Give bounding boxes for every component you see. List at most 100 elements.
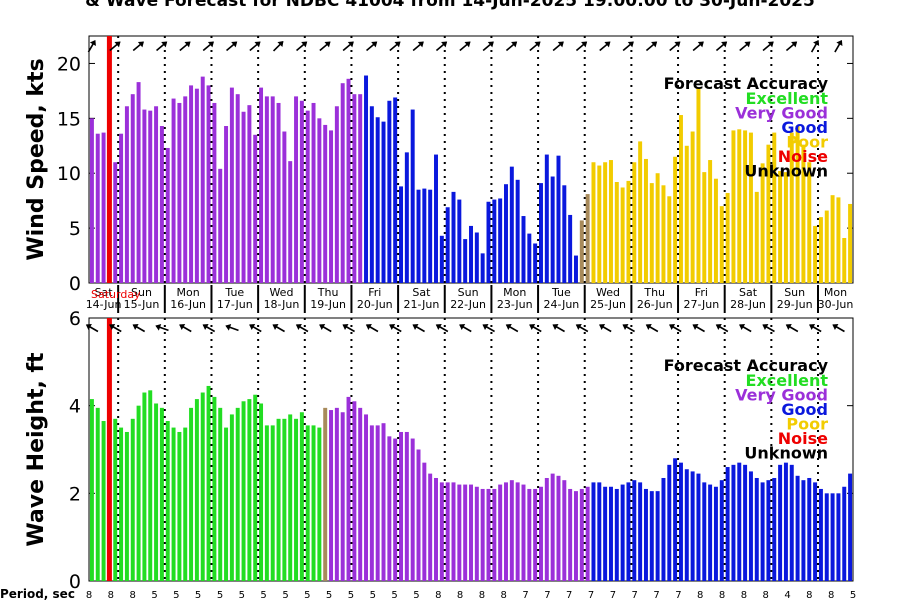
- bar: [329, 130, 334, 283]
- bar: [643, 488, 648, 581]
- bar: [165, 421, 170, 581]
- bar: [229, 414, 234, 581]
- legend-item: Noise: [778, 429, 828, 448]
- bar: [148, 390, 153, 581]
- period-value: 7: [522, 590, 528, 600]
- direction-arrow: [389, 41, 401, 52]
- bar: [801, 480, 806, 581]
- period-value: 7: [653, 590, 659, 600]
- bar: [667, 196, 672, 283]
- arrow-head: [627, 41, 634, 48]
- bar: [696, 87, 701, 283]
- direction-arrow: [762, 323, 775, 333]
- bar: [404, 431, 409, 581]
- bar: [509, 166, 514, 283]
- bar: [643, 158, 648, 283]
- bar: [661, 477, 666, 581]
- period-value: 5: [217, 590, 223, 600]
- bar: [346, 396, 351, 581]
- arrow-head: [767, 41, 774, 48]
- direction-arrow: [645, 323, 659, 333]
- bar: [638, 141, 643, 283]
- bar: [731, 464, 736, 581]
- direction-arrow: [109, 323, 122, 333]
- bar: [696, 473, 701, 581]
- bar: [416, 449, 421, 581]
- arrow-head: [184, 41, 191, 48]
- bar: [194, 88, 199, 283]
- y-tick-label: 0: [69, 273, 81, 295]
- legend-item: Excellent: [746, 371, 829, 390]
- bar: [830, 493, 835, 581]
- bar: [474, 232, 479, 283]
- bar: [743, 130, 748, 283]
- bar: [626, 482, 631, 582]
- day-of-week: Tue: [551, 286, 571, 299]
- bar: [451, 482, 456, 582]
- legend-item: Good: [781, 400, 828, 419]
- bar: [177, 102, 182, 284]
- day-of-week: Thu: [317, 286, 339, 299]
- y-tick-label: 2: [69, 483, 81, 505]
- direction-arrow: [296, 41, 308, 52]
- arrow-head: [645, 323, 652, 331]
- bar: [836, 197, 841, 283]
- direction-arrow: [412, 323, 425, 333]
- arrow-head: [277, 41, 284, 48]
- bar: [597, 165, 602, 283]
- bar: [142, 392, 147, 581]
- direction-arrow: [295, 323, 309, 333]
- arrow-head: [669, 323, 676, 331]
- direction-arrow: [225, 324, 239, 332]
- bar: [154, 403, 159, 581]
- bar: [655, 491, 660, 581]
- day-of-week: Fri: [368, 286, 381, 299]
- bar: [620, 187, 625, 283]
- direction-arrow: [482, 323, 495, 333]
- direction-arrow: [365, 323, 379, 333]
- bar: [457, 199, 462, 283]
- bar: [713, 178, 718, 283]
- bar: [212, 396, 217, 581]
- bar: [270, 425, 275, 581]
- arrow-head: [225, 324, 232, 331]
- direction-arrow: [179, 323, 192, 333]
- bar: [323, 407, 328, 581]
- day-date: 18-Jun: [264, 298, 300, 311]
- bar: [212, 102, 217, 284]
- chart-title: & Wave Forecast for NDBC 41004 from 14-J…: [85, 0, 815, 11]
- arrow-head: [114, 41, 121, 48]
- day-date: 14-Jun: [86, 298, 122, 311]
- bar: [702, 482, 707, 582]
- direction-arrow: [645, 41, 658, 52]
- arrow-head: [342, 323, 349, 331]
- period-value: 5: [370, 590, 376, 600]
- bar: [504, 184, 508, 283]
- bar: [824, 493, 829, 581]
- bar: [550, 473, 555, 581]
- legend-item: Poor: [786, 133, 828, 152]
- period-value: 5: [348, 590, 354, 600]
- arrow-head: [529, 323, 536, 331]
- bar: [614, 488, 619, 581]
- direction-arrow: [715, 323, 729, 333]
- period-value: 5: [326, 590, 332, 600]
- direction-arrow: [832, 323, 845, 333]
- day-date: 16-Jun: [170, 298, 206, 311]
- bar: [352, 401, 357, 581]
- bar: [760, 482, 765, 582]
- period-value: 8: [806, 590, 812, 600]
- day-of-week: Sun: [131, 286, 152, 299]
- y-tick-label: 20: [57, 53, 81, 75]
- arrow-head: [552, 323, 559, 331]
- bar: [270, 96, 275, 283]
- direction-arrow: [529, 323, 542, 333]
- bar: [492, 488, 497, 581]
- period-value: 5: [304, 590, 310, 600]
- bar: [305, 425, 310, 581]
- bar: [562, 480, 567, 581]
- bar: [486, 201, 491, 283]
- day-date: 20-Jun: [357, 298, 393, 311]
- arrow-head: [89, 39, 96, 47]
- arrow-head: [575, 323, 582, 331]
